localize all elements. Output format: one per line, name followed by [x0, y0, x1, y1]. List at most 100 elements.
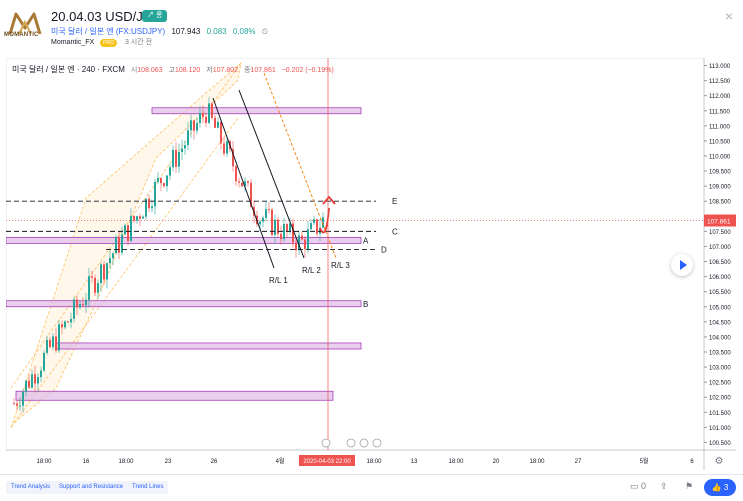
candle-body [220, 121, 222, 144]
candle-body [208, 103, 210, 123]
flag-button[interactable]: ⚑ [685, 481, 693, 492]
y-tick-label: 112.000 [709, 94, 731, 100]
idea-title: 20.04.03 USD/JPY [51, 9, 161, 24]
candle-body [181, 148, 183, 152]
y-tick-label: 110.500 [709, 139, 731, 145]
comment-icon: ▭ [630, 481, 639, 491]
candle-body [130, 216, 132, 241]
plot-area [6, 58, 705, 451]
y-tick-label: 111.000 [709, 124, 730, 130]
candle-body [193, 120, 195, 131]
close-label: 종 [243, 67, 251, 74]
candle-body [91, 276, 93, 278]
crosshair-time-tag [299, 455, 355, 466]
low-label: 저 [206, 67, 213, 74]
candle-body [217, 121, 219, 128]
thumb-up-icon: 👍 [711, 483, 722, 492]
candle-body [160, 178, 162, 184]
candle-body [289, 223, 291, 232]
momantic-logo [8, 12, 42, 35]
author-link[interactable]: Momantic_FX [51, 39, 95, 46]
tag-support-resistance[interactable]: Support and Resistance [54, 481, 129, 494]
candle-body [97, 283, 99, 293]
flag-us-icon [359, 438, 369, 448]
candle-body [175, 150, 177, 167]
y-tick-label: 102.500 [709, 381, 731, 387]
comments-button[interactable]: ▭ 0 [630, 481, 646, 492]
share-icon: ⇪ [660, 481, 668, 491]
candle-body [88, 276, 90, 300]
x-tick-label: 13 [411, 459, 418, 465]
candle-body [148, 198, 150, 209]
candle-body [310, 223, 312, 230]
candle-body [40, 370, 42, 377]
candle-body [277, 219, 279, 234]
high-value: 108.120 [175, 67, 201, 74]
level-label-d: D [381, 245, 387, 254]
candle-body [94, 277, 96, 293]
candle-body [295, 242, 297, 251]
like-button[interactable]: 👍 3 [704, 479, 736, 496]
high-label: 고 [168, 67, 175, 74]
candle-body [202, 113, 204, 117]
candle-body [199, 113, 201, 123]
y-tick-label: 111.500 [709, 109, 730, 115]
candle-body [196, 122, 198, 131]
y-tick-label: 101.000 [709, 426, 731, 432]
candle-body [226, 141, 228, 154]
rl2-line [238, 89, 305, 259]
symbol-link[interactable]: 미국 달러 / 일본 엔 (FX:USDJPY) [51, 27, 166, 36]
symbol-price: 107.943 [171, 27, 201, 36]
candle-body [100, 264, 102, 284]
candle-body [67, 321, 69, 323]
close-button[interactable]: × [724, 8, 733, 24]
play-button[interactable] [671, 254, 693, 276]
tag-trend-analysis[interactable]: Trend Analysis [6, 481, 56, 494]
candle-body [22, 391, 24, 406]
open-value: 108.063 [137, 67, 163, 74]
candle-body [184, 145, 186, 149]
x-tick-label: 20 [493, 459, 500, 465]
low-value: 107.802 [212, 67, 239, 74]
candle-body [46, 339, 48, 353]
candle-body [214, 117, 216, 128]
candle-body [49, 339, 51, 348]
rl-label: R/L 1 [269, 276, 288, 285]
arrow-head-icon [322, 195, 336, 205]
flag-jp-icon [346, 438, 356, 448]
candle-body [16, 403, 18, 406]
candle-body [79, 304, 81, 308]
candle-body [316, 219, 318, 234]
candle-body [154, 181, 156, 207]
candle-body [76, 299, 78, 308]
candle-body [31, 374, 33, 388]
candle-body [127, 225, 129, 241]
candle-body [19, 405, 21, 407]
x-tick-label: 18:00 [366, 459, 382, 465]
x-tick-label: 26 [211, 459, 218, 465]
y-tick-label: 103.500 [709, 351, 731, 357]
candle-body [103, 264, 105, 280]
candle-body [301, 235, 303, 240]
candle-body [304, 239, 306, 249]
candle-body [82, 304, 84, 306]
y-tick-label: 110.000 [709, 155, 731, 161]
candle-body [106, 263, 108, 280]
candle-body [136, 216, 138, 221]
candle-body [55, 336, 57, 351]
y-tick-label: 112.500 [709, 79, 731, 85]
tag-trend-lines[interactable]: Trend Lines [127, 481, 169, 494]
flag-icon: ⚑ [685, 481, 694, 491]
flag-us-icon [372, 438, 382, 448]
candle-body [118, 237, 120, 253]
price-chart[interactable]: 113.000 112.500 112.000 111.500 111.000 110.5… [6, 58, 736, 470]
x-tick-label: 16 [83, 459, 90, 465]
share-button[interactable]: ⇪ [660, 481, 668, 492]
candle-body [37, 376, 39, 384]
current-price-label: 107.861 [707, 218, 731, 225]
gear-icon: ⚙ [715, 456, 724, 467]
support-resistance-zone [6, 237, 362, 244]
candle-body [166, 175, 168, 187]
x-tick-label: 23 [165, 459, 172, 465]
candle-body [232, 149, 234, 167]
